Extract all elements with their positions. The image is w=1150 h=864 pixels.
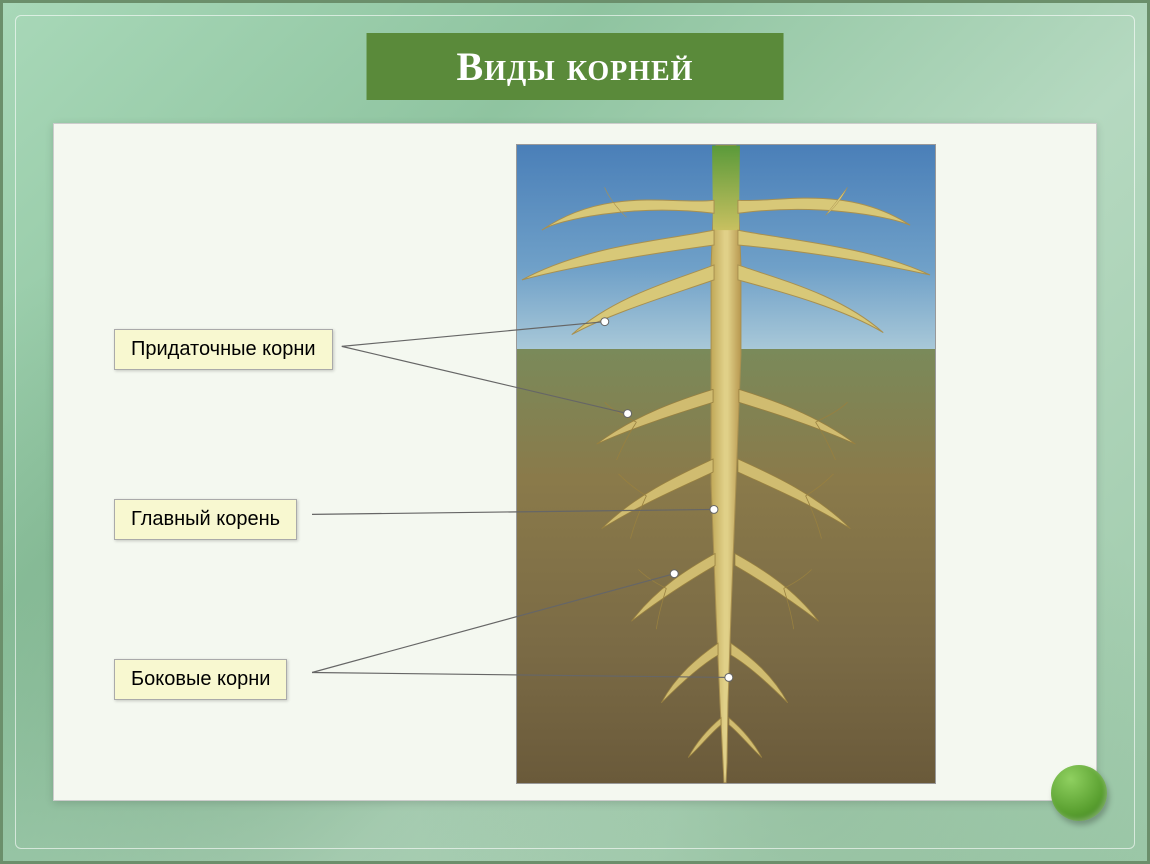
stem-top [712,146,740,231]
root-drawing [517,145,935,783]
slide-title: Виды корней [367,33,784,100]
diagram-panel: Придаточные корни Главный корень Боковые… [53,123,1097,801]
label-lateral-roots: Боковые корни [114,659,287,700]
label-adventitious-roots: Придаточные корни [114,329,333,370]
label-main-root: Главный корень [114,499,297,540]
slide: Виды корней [0,0,1150,864]
decorative-green-dot [1051,765,1107,821]
main-root [711,146,741,783]
root-illustration [516,144,936,784]
